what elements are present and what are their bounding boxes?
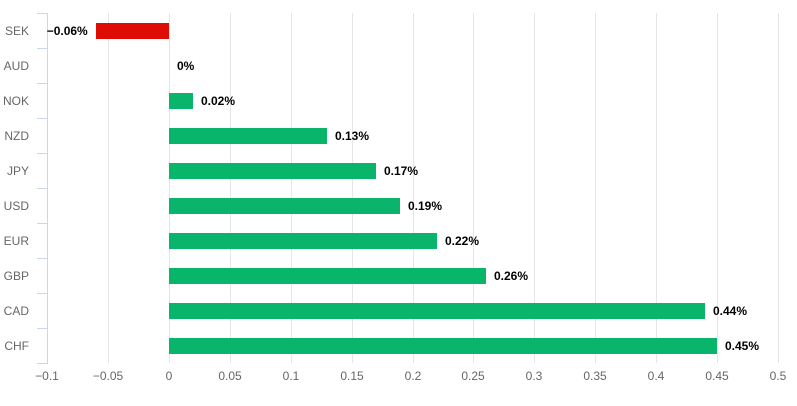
bar-nzd[interactable] xyxy=(169,128,327,144)
y-axis-tick xyxy=(37,293,47,294)
y-axis-tick xyxy=(37,83,47,84)
gridline xyxy=(108,13,109,363)
data-label-jpy: 0.17% xyxy=(384,164,419,178)
data-label-sek: −0.06% xyxy=(46,24,88,38)
gridline xyxy=(595,13,596,363)
x-axis-label: −0.1 xyxy=(35,369,59,383)
category-label-eur: EUR xyxy=(3,234,29,248)
bar-eur[interactable] xyxy=(169,233,437,249)
gridline xyxy=(656,13,657,363)
gridline xyxy=(169,13,170,363)
category-label-nok: NOK xyxy=(2,94,29,108)
category-label-gbp: GBP xyxy=(3,269,29,283)
x-axis-label: 0.3 xyxy=(525,369,543,383)
bar-jpy[interactable] xyxy=(169,163,376,179)
gridline xyxy=(534,13,535,363)
data-label-eur: 0.22% xyxy=(445,234,480,248)
y-axis-tick xyxy=(37,363,47,364)
category-label-chf: CHF xyxy=(4,339,29,353)
category-label-cad: CAD xyxy=(3,304,29,318)
x-axis-label: 0.5 xyxy=(769,369,787,383)
category-label-nzd: NZD xyxy=(4,129,29,143)
bar-cad[interactable] xyxy=(169,303,705,319)
data-label-gbp: 0.26% xyxy=(494,269,529,283)
gridline xyxy=(352,13,353,363)
y-axis-tick xyxy=(37,153,47,154)
category-label-jpy: JPY xyxy=(6,164,29,178)
x-axis-label: 0 xyxy=(165,369,173,383)
category-label-aud: AUD xyxy=(3,59,29,73)
bar-gbp[interactable] xyxy=(169,268,486,284)
data-label-nok: 0.02% xyxy=(201,94,236,108)
data-label-usd: 0.19% xyxy=(408,199,443,213)
x-axis-label: 0.4 xyxy=(647,369,665,383)
data-label-chf: 0.45% xyxy=(725,339,760,353)
x-axis-label: −0.05 xyxy=(92,369,124,383)
bar-sek[interactable] xyxy=(96,23,169,39)
y-axis-tick xyxy=(37,118,47,119)
gridline xyxy=(230,13,231,363)
y-axis-tick xyxy=(37,258,47,259)
data-label-aud: 0% xyxy=(177,59,195,73)
x-axis-label: 0.2 xyxy=(404,369,422,383)
x-axis-label: 0.45 xyxy=(705,369,729,383)
category-label-sek: SEK xyxy=(4,24,29,38)
gridline xyxy=(778,13,779,363)
x-axis-label: 0.15 xyxy=(340,369,364,383)
y-axis-line xyxy=(47,13,48,364)
gridline xyxy=(717,13,718,363)
y-axis-tick xyxy=(37,328,47,329)
gridline xyxy=(413,13,414,363)
y-axis-tick xyxy=(37,13,47,14)
bar-usd[interactable] xyxy=(169,198,400,214)
y-axis-tick xyxy=(37,48,47,49)
data-label-cad: 0.44% xyxy=(713,304,748,318)
y-axis-tick xyxy=(37,223,47,224)
gridline xyxy=(473,13,474,363)
category-label-usd: USD xyxy=(3,199,29,213)
bar-nok[interactable] xyxy=(169,93,193,109)
x-axis-label: 0.1 xyxy=(282,369,300,383)
y-axis-tick xyxy=(37,188,47,189)
bar-chf[interactable] xyxy=(169,338,717,354)
x-axis-label: 0.05 xyxy=(218,369,242,383)
data-label-nzd: 0.13% xyxy=(335,129,370,143)
x-axis-label: 0.25 xyxy=(461,369,485,383)
gridline xyxy=(291,13,292,363)
x-axis-label: 0.35 xyxy=(583,369,607,383)
